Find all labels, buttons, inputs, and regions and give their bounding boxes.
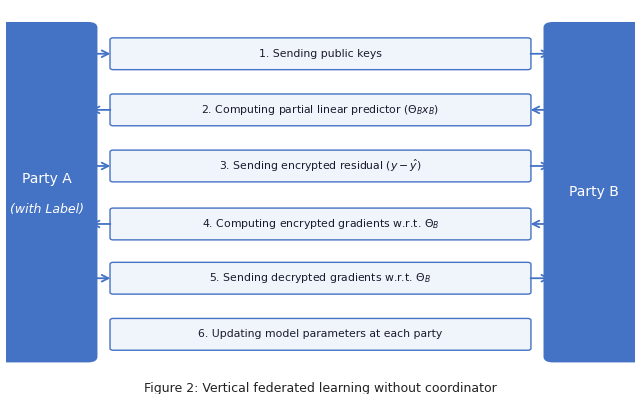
FancyBboxPatch shape <box>544 22 636 362</box>
Text: 6. Updating model parameters at each party: 6. Updating model parameters at each par… <box>198 329 443 339</box>
Text: Party B: Party B <box>569 185 619 199</box>
FancyBboxPatch shape <box>110 262 531 294</box>
Text: Figure 2: Vertical federated learning without coordinator: Figure 2: Vertical federated learning wi… <box>144 382 497 394</box>
Text: (with Label): (with Label) <box>10 203 84 216</box>
FancyBboxPatch shape <box>110 94 531 126</box>
Text: Party A: Party A <box>22 172 72 186</box>
FancyBboxPatch shape <box>0 22 97 362</box>
Text: 4. Computing encrypted gradients w.r.t. $\Theta_B$: 4. Computing encrypted gradients w.r.t. … <box>202 217 439 231</box>
FancyBboxPatch shape <box>110 38 531 70</box>
Text: 2. Computing partial linear predictor ($\Theta_B x_B$): 2. Computing partial linear predictor ($… <box>202 103 439 117</box>
FancyBboxPatch shape <box>110 150 531 182</box>
FancyBboxPatch shape <box>110 318 531 350</box>
Text: 1. Sending public keys: 1. Sending public keys <box>259 49 382 59</box>
Text: 3. Sending encrypted residual ($y - \hat{y}$): 3. Sending encrypted residual ($y - \hat… <box>219 158 422 174</box>
Text: 5. Sending decrypted gradients w.r.t. $\Theta_B$: 5. Sending decrypted gradients w.r.t. $\… <box>209 271 431 285</box>
FancyBboxPatch shape <box>110 208 531 240</box>
